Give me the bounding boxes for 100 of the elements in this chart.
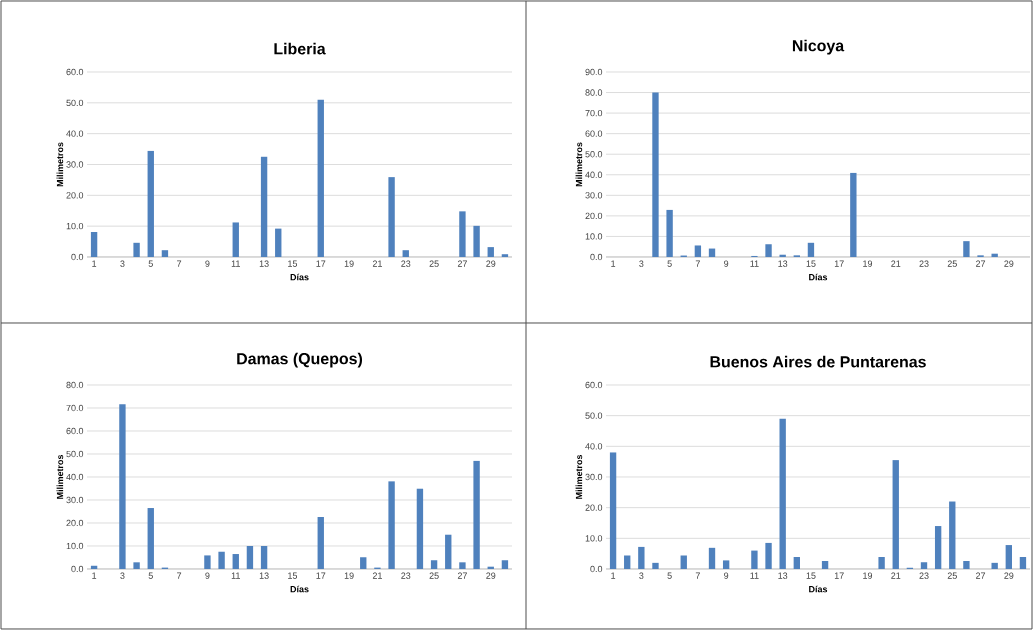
x-tick-label: 29	[1004, 572, 1014, 579]
y-axis-title: Milimetros	[575, 454, 583, 499]
bar	[161, 250, 169, 257]
x-tick-label: 9	[724, 572, 729, 579]
x-tick-label: 21	[891, 572, 901, 579]
y-tick-label: 10.0	[585, 233, 603, 240]
bar	[232, 222, 239, 257]
bar	[666, 209, 673, 257]
x-tick-label: 3	[639, 260, 644, 267]
bar	[779, 418, 786, 569]
y-tick-label: 30.0	[585, 192, 603, 199]
bar	[892, 460, 899, 569]
bar	[133, 242, 140, 257]
bar	[275, 228, 282, 257]
y-tick-label: 10.0	[585, 535, 603, 542]
bar	[147, 150, 154, 257]
bar	[652, 92, 659, 257]
bar	[260, 545, 268, 569]
x-tick-label: 1	[611, 260, 616, 267]
bar	[416, 488, 424, 569]
bar	[218, 551, 225, 569]
x-tick-label: 5	[148, 260, 153, 267]
x-tick-label: 19	[863, 260, 873, 267]
x-tick-label: 15	[806, 260, 816, 267]
x-tick-label: 7	[177, 572, 182, 579]
bar	[821, 561, 829, 569]
y-tick-label: 60.0	[66, 427, 84, 435]
bar	[232, 554, 239, 569]
x-tick-label: 5	[148, 572, 153, 579]
x-tick-label: 7	[695, 572, 700, 579]
x-tick-label: 15	[288, 572, 298, 579]
y-tick-label: 40.0	[585, 171, 603, 178]
x-tick-label: 13	[778, 572, 788, 579]
chart-title: Buenos Aires de Puntarenas	[710, 355, 926, 368]
x-tick-label: 19	[344, 260, 354, 267]
y-tick-label: 20.0	[66, 192, 84, 199]
x-axis-title: Días	[290, 273, 309, 281]
bar	[360, 557, 367, 569]
bar	[680, 555, 687, 569]
y-tick-label: 70.0	[585, 109, 603, 117]
x-tick-label: 21	[372, 572, 382, 579]
x-axis-title: Días	[290, 585, 309, 593]
bar	[501, 254, 509, 257]
bar	[459, 562, 466, 569]
x-tick-label: 17	[316, 260, 326, 267]
x-tick-label: 5	[667, 260, 672, 267]
x-tick-label: 19	[344, 572, 354, 579]
x-axis-title: Días	[809, 273, 828, 281]
x-tick-label: 11	[750, 572, 759, 579]
y-tick-label: 0.0	[590, 565, 603, 573]
x-tick-label: 29	[486, 260, 496, 267]
x-tick-label: 1	[92, 260, 97, 267]
y-tick-label: 50.0	[66, 99, 84, 106]
y-tick-label: 10.0	[66, 222, 84, 230]
y-tick-label: 80.0	[66, 381, 84, 389]
x-tick-label: 27	[457, 260, 467, 267]
bar	[850, 172, 857, 257]
x-tick-label: 19	[863, 572, 873, 579]
bar	[388, 177, 395, 257]
x-axis-title: Días	[809, 585, 828, 593]
x-tick-label: 27	[457, 572, 467, 579]
y-tick-label: 40.0	[66, 130, 84, 137]
bar	[991, 562, 998, 569]
x-tick-label: 9	[724, 260, 729, 267]
bar	[119, 404, 126, 569]
x-tick-label: 25	[429, 572, 439, 579]
bar	[317, 99, 324, 257]
x-tick-label: 1	[611, 572, 616, 579]
x-tick-label: 27	[976, 572, 986, 579]
y-tick-label: 80.0	[585, 89, 603, 96]
x-tick-label: 23	[919, 260, 929, 267]
y-tick-label: 30.0	[66, 496, 84, 504]
y-tick-label: 30.0	[585, 473, 603, 481]
bar	[949, 501, 956, 569]
x-tick-label: 13	[259, 572, 269, 579]
y-axis-title: Milimetros	[56, 142, 64, 187]
bar	[694, 245, 702, 257]
bar	[624, 555, 631, 569]
chart-title: Liberia	[274, 42, 326, 55]
x-tick-label: 15	[806, 572, 816, 579]
x-tick-label: 25	[947, 572, 957, 579]
bar	[501, 560, 509, 569]
bar	[260, 156, 268, 257]
bar	[878, 557, 885, 569]
bar	[963, 561, 970, 569]
x-tick-label: 13	[259, 260, 269, 267]
bar	[1019, 557, 1027, 569]
y-tick-label: 90.0	[585, 68, 603, 76]
x-tick-label: 23	[401, 260, 411, 267]
x-tick-label: 25	[429, 260, 439, 267]
bar	[445, 534, 452, 569]
y-tick-label: 0.0	[71, 565, 84, 573]
x-tick-label: 13	[778, 260, 788, 267]
x-tick-label: 29	[486, 572, 496, 579]
y-tick-label: 10.0	[66, 542, 84, 550]
bar	[147, 508, 154, 569]
y-tick-label: 70.0	[66, 404, 84, 412]
y-tick-label: 50.0	[66, 450, 84, 458]
bar	[638, 546, 645, 569]
bar	[609, 452, 617, 569]
